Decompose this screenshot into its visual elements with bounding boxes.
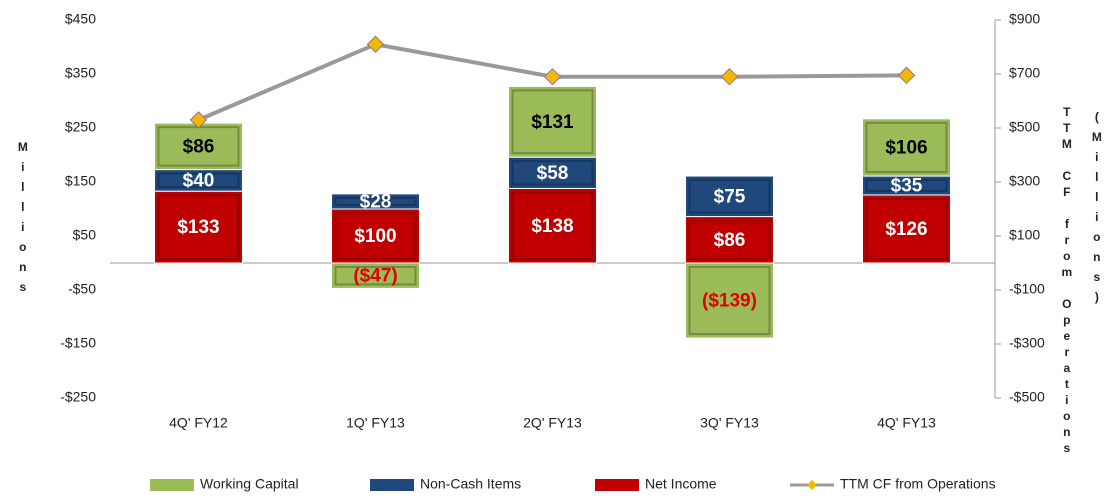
- data-label: $75: [714, 186, 746, 207]
- y2-tick-label: -$300: [1009, 335, 1045, 351]
- bar-bevel: [865, 179, 948, 192]
- legend-swatch: [595, 479, 639, 491]
- bar-bevel: [334, 196, 417, 207]
- x-tick-label: 4Q' FY12: [169, 415, 228, 431]
- line-marker: [189, 111, 208, 129]
- data-label: ($139): [702, 291, 757, 312]
- bar-bevel: [157, 172, 240, 189]
- data-label: $138: [531, 216, 573, 237]
- x-tick-label: 4Q' FY13: [877, 415, 936, 431]
- y2-tick-label: -$100: [1009, 281, 1045, 297]
- legend-marker: [807, 480, 817, 490]
- y-axis-label: Millions: [16, 140, 30, 300]
- y-tick-label: $50: [73, 227, 97, 243]
- data-label: $131: [531, 112, 574, 133]
- bar-bevel: [511, 89, 594, 155]
- data-label: $126: [885, 219, 927, 240]
- bar: [685, 262, 774, 339]
- data-label: $133: [177, 217, 219, 238]
- legend-label: Net Income: [645, 476, 717, 492]
- y2-tick-label: $900: [1009, 11, 1040, 27]
- y2-tick-label: -$500: [1009, 389, 1045, 405]
- bar: [154, 122, 243, 171]
- bar-bevel: [511, 160, 594, 186]
- bar-bevel: [688, 219, 771, 260]
- line-marker: [366, 35, 385, 54]
- data-label: $86: [183, 136, 215, 157]
- bar: [331, 262, 420, 289]
- bar: [862, 194, 951, 264]
- y-tick-label: $150: [65, 173, 96, 189]
- data-label: ($47): [353, 266, 397, 287]
- y-tick-label: -$50: [68, 281, 96, 297]
- legend-label: TTM CF from Operations: [840, 476, 996, 492]
- x-tick-label: 3Q' FY13: [700, 415, 759, 431]
- data-label: $100: [354, 226, 396, 247]
- legend-label: Non-Cash Items: [420, 476, 521, 492]
- y2-axis-label-unit: (Millions): [1090, 110, 1104, 310]
- legend-label: Working Capital: [200, 476, 299, 492]
- data-label: $86: [714, 230, 746, 251]
- bar-bevel: [865, 197, 948, 261]
- bar: [508, 187, 597, 264]
- y2-axis-label: TTM CF from Operations: [1060, 105, 1074, 457]
- y-tick-label: $450: [65, 11, 96, 27]
- legend-swatch: [370, 479, 414, 491]
- bar: [508, 156, 597, 189]
- bar-bevel: [688, 179, 771, 214]
- y-tick-label: -$250: [60, 389, 96, 405]
- line-marker: [897, 66, 916, 85]
- y-tick-label: $350: [65, 65, 96, 81]
- bar-bevel: [688, 266, 771, 336]
- line-marker: [720, 67, 739, 86]
- legend-swatch: [150, 479, 194, 491]
- y2-tick-label: $500: [1009, 119, 1040, 135]
- y-tick-label: $250: [65, 119, 96, 135]
- y-tick-label: -$150: [60, 335, 96, 351]
- bar: [508, 85, 597, 158]
- bar: [685, 175, 774, 218]
- data-label: $35: [891, 176, 923, 197]
- bar-bevel: [334, 266, 417, 286]
- y2-tick-label: $100: [1009, 227, 1040, 243]
- bar-bevel: [865, 121, 948, 174]
- bar-bevel: [334, 212, 417, 260]
- x-tick-label: 2Q' FY13: [523, 415, 582, 431]
- bar: [331, 208, 420, 264]
- x-tick-label: 1Q' FY13: [346, 415, 405, 431]
- line-marker: [543, 67, 562, 86]
- bar: [685, 216, 774, 264]
- bar: [862, 118, 951, 177]
- bar-bevel: [157, 194, 240, 260]
- data-label: $106: [885, 137, 927, 158]
- y2-tick-label: $700: [1009, 65, 1040, 81]
- bar-bevel: [511, 191, 594, 260]
- data-label: $28: [360, 191, 392, 212]
- y2-tick-label: $300: [1009, 173, 1040, 189]
- data-label: $58: [537, 163, 569, 184]
- bar: [331, 193, 420, 210]
- data-label: $40: [183, 170, 215, 191]
